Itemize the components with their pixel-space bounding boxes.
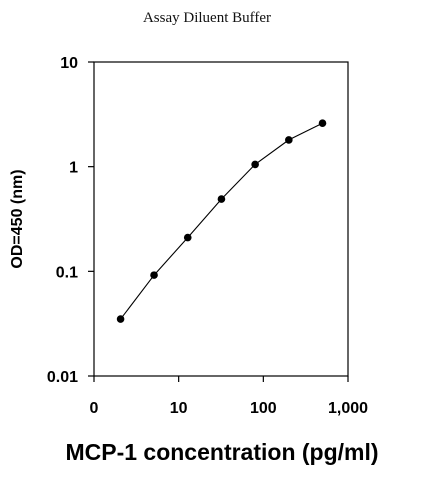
series-line <box>120 122 323 320</box>
data-point <box>150 271 158 279</box>
y-tick-label: 1 <box>69 160 78 177</box>
y-axis: 10 1 0.1 0.01 <box>47 55 94 386</box>
data-point <box>285 136 293 144</box>
y-axis-label: OD=450 (nm) <box>9 169 26 268</box>
x-tick-label: 0 <box>90 400 99 417</box>
data-series <box>116 119 327 323</box>
data-point <box>318 119 327 128</box>
data-point <box>183 233 192 242</box>
x-tick-label: 100 <box>250 400 277 417</box>
x-axis-label: MCP-1 concentration (pg/ml) <box>65 439 378 465</box>
plot-frame <box>93 61 349 377</box>
data-point <box>217 195 226 203</box>
x-axis: 0 10 100 1,000 <box>90 376 368 417</box>
x-tick-label: 10 <box>170 400 188 417</box>
y-tick-label: 0.1 <box>56 264 78 281</box>
chart-title: Assay Diluent Buffer <box>143 10 271 26</box>
y-tick-label: 10 <box>60 55 78 72</box>
y-tick-label: 0.01 <box>47 369 78 386</box>
x-tick-label: 1,000 <box>328 400 368 417</box>
data-point <box>251 160 259 169</box>
data-point <box>116 315 125 323</box>
